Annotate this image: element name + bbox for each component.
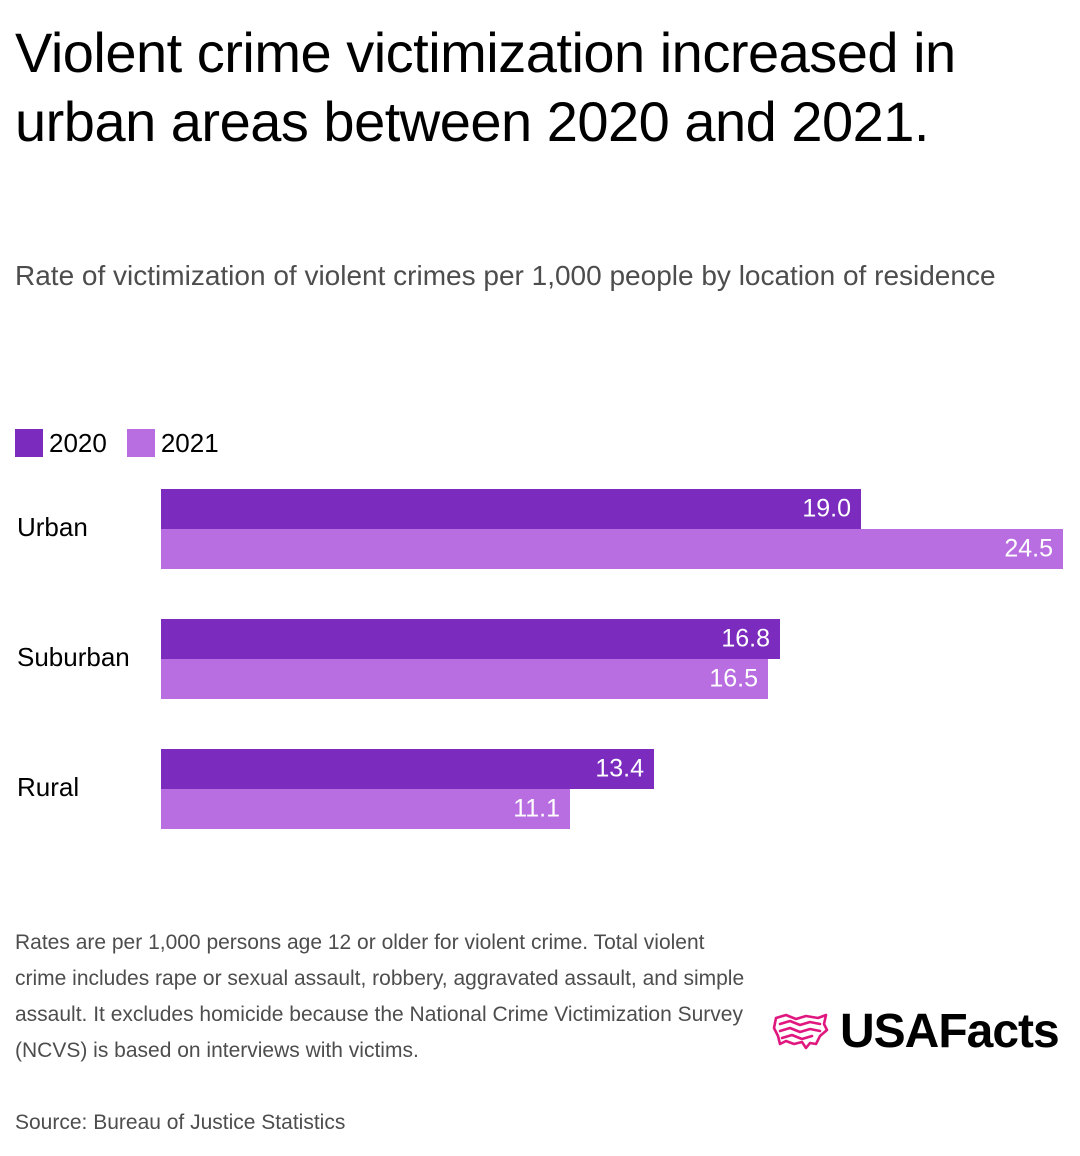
value-label-urban-2021: 24.5 bbox=[1004, 535, 1053, 563]
category-label-rural: Rural bbox=[17, 772, 79, 802]
value-label-suburban-2020: 16.8 bbox=[721, 625, 770, 653]
bar-chart: Urban 19.0 24.5 Suburban 16.8 16.5 Rural 13.4 11… bbox=[17, 489, 1063, 829]
bar-suburban-2021 bbox=[161, 659, 768, 699]
category-label-urban: Urban bbox=[17, 512, 88, 542]
chart-title: Violent crime victimization increased in… bbox=[15, 21, 956, 153]
bar-urban-2021 bbox=[161, 529, 1063, 569]
logo-text: USAFacts bbox=[840, 1005, 1060, 1058]
bar-rural-2021 bbox=[161, 789, 570, 829]
value-label-rural-2020: 13.4 bbox=[595, 755, 644, 783]
value-label-rural-2021: 11.1 bbox=[513, 795, 560, 823]
legend: 2020 2021 bbox=[15, 426, 239, 460]
legend-item-2021: 2021 bbox=[126, 427, 219, 459]
legend-swatch-2020 bbox=[15, 429, 43, 457]
bar-suburban-2020 bbox=[161, 619, 780, 659]
value-label-suburban-2021: 16.5 bbox=[709, 665, 758, 693]
source-note: Source: Bureau of Justice Statistics bbox=[15, 1111, 346, 1134]
bar-rural-2020 bbox=[161, 749, 654, 789]
legend-label-2020: 2020 bbox=[49, 427, 107, 458]
footnote: Rates are per 1,000 persons age 12 or ol… bbox=[15, 931, 745, 1062]
usafacts-logo: USAFacts bbox=[772, 1004, 1060, 1059]
legend-label-2021: 2021 bbox=[160, 427, 219, 458]
usa-map-flag-icon bbox=[772, 1013, 829, 1049]
legend-swatch-2021 bbox=[126, 429, 155, 457]
legend-item-2020: 2020 bbox=[15, 428, 107, 459]
value-label-urban-2020: 19.0 bbox=[802, 495, 851, 523]
chart-subtitle: Rate of victimization of violent crimes … bbox=[15, 260, 996, 291]
bar-urban-2020 bbox=[161, 489, 861, 529]
category-label-suburban: Suburban bbox=[17, 642, 130, 672]
